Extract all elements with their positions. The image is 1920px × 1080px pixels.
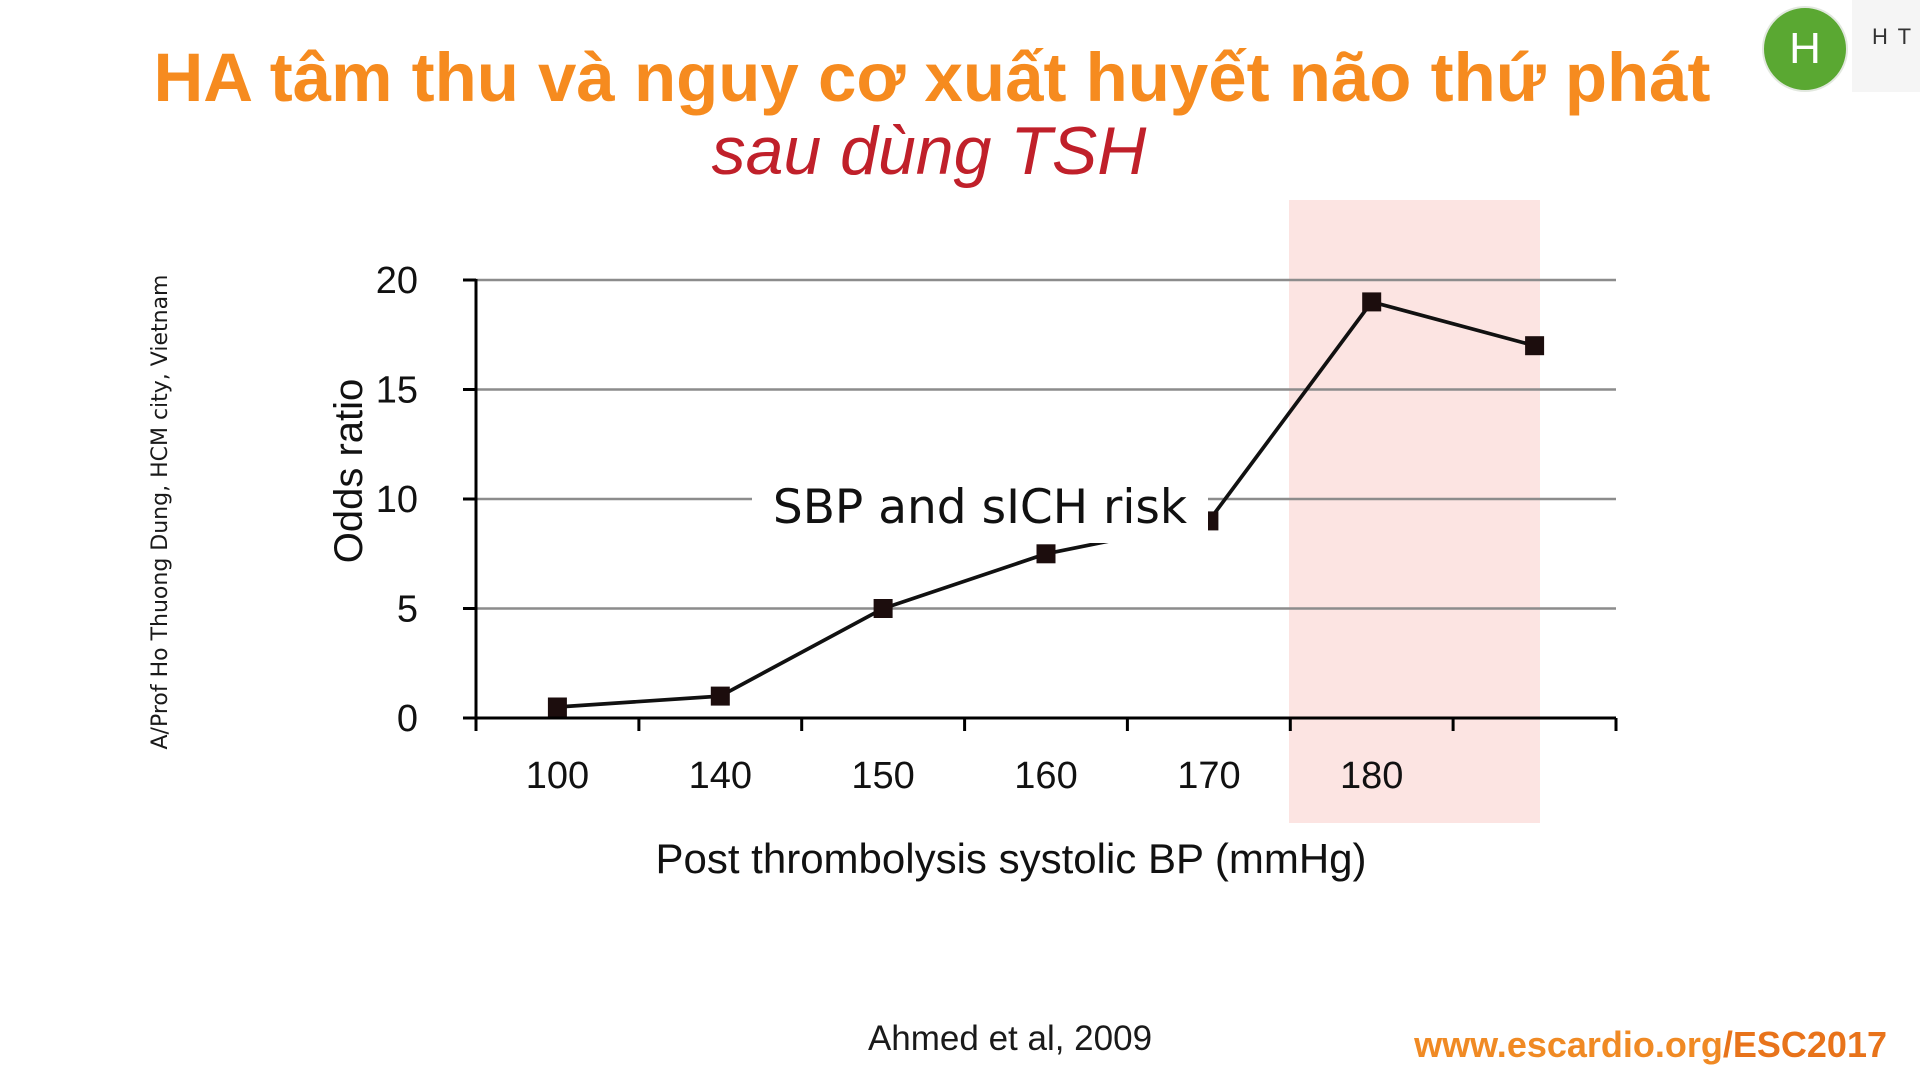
axes [463,278,1618,731]
participant-tile[interactable]: H H T [1756,0,1920,96]
tick-labels: 0 5 10 15 20 100 140 150 160 170 180 [376,260,1404,797]
slide-subtitle: sau dùng TSH [711,113,1147,189]
y-tick-label-10: 10 [376,479,418,521]
highlight-band [1289,200,1540,823]
y-tick-label-15: 15 [376,370,418,412]
conference-url: www.escardio.org/ESC2017 [1414,1024,1887,1066]
y-axis-label: Odds ratio [327,379,371,564]
url-domain: www.escardio.org [1414,1024,1723,1065]
x-tick-label-150: 150 [851,755,914,797]
x-axis-label: Post thrombolysis systolic BP (mmHg) [655,835,1366,882]
x-tick-label-160: 160 [1014,755,1077,797]
data-point-150 [873,599,893,618]
gridlines [463,278,1616,610]
y-tick-label-5: 5 [397,589,418,631]
avatar: H [1762,6,1848,92]
participant-label-background [1852,0,1920,92]
participant-name: H T [1872,24,1914,49]
x-tick-label-100: 100 [526,755,589,797]
data-point-category-7 [1525,336,1545,356]
url-path: /ESC2017 [1722,1024,1887,1065]
data-point-160 [1036,544,1056,564]
y-tick-label-0: 0 [397,698,418,740]
data-point-140 [710,686,730,706]
chart-annotation: SBP and sICH risk [752,471,1208,543]
avatar-initial: H [1789,24,1821,73]
x-tick-label-170: 170 [1177,755,1240,797]
y-tick-label-20: 20 [376,260,418,302]
x-tick-label-140: 140 [689,755,752,797]
citation: Ahmed et al, 2009 [867,1019,1153,1058]
data-point-100 [547,697,567,717]
data-point-180 [1362,292,1382,312]
x-tick-label-180: 180 [1340,755,1403,797]
series [547,292,1545,717]
slide-title: HA tâm thu và nguy cơ xuất huyết não thứ… [153,39,1711,116]
